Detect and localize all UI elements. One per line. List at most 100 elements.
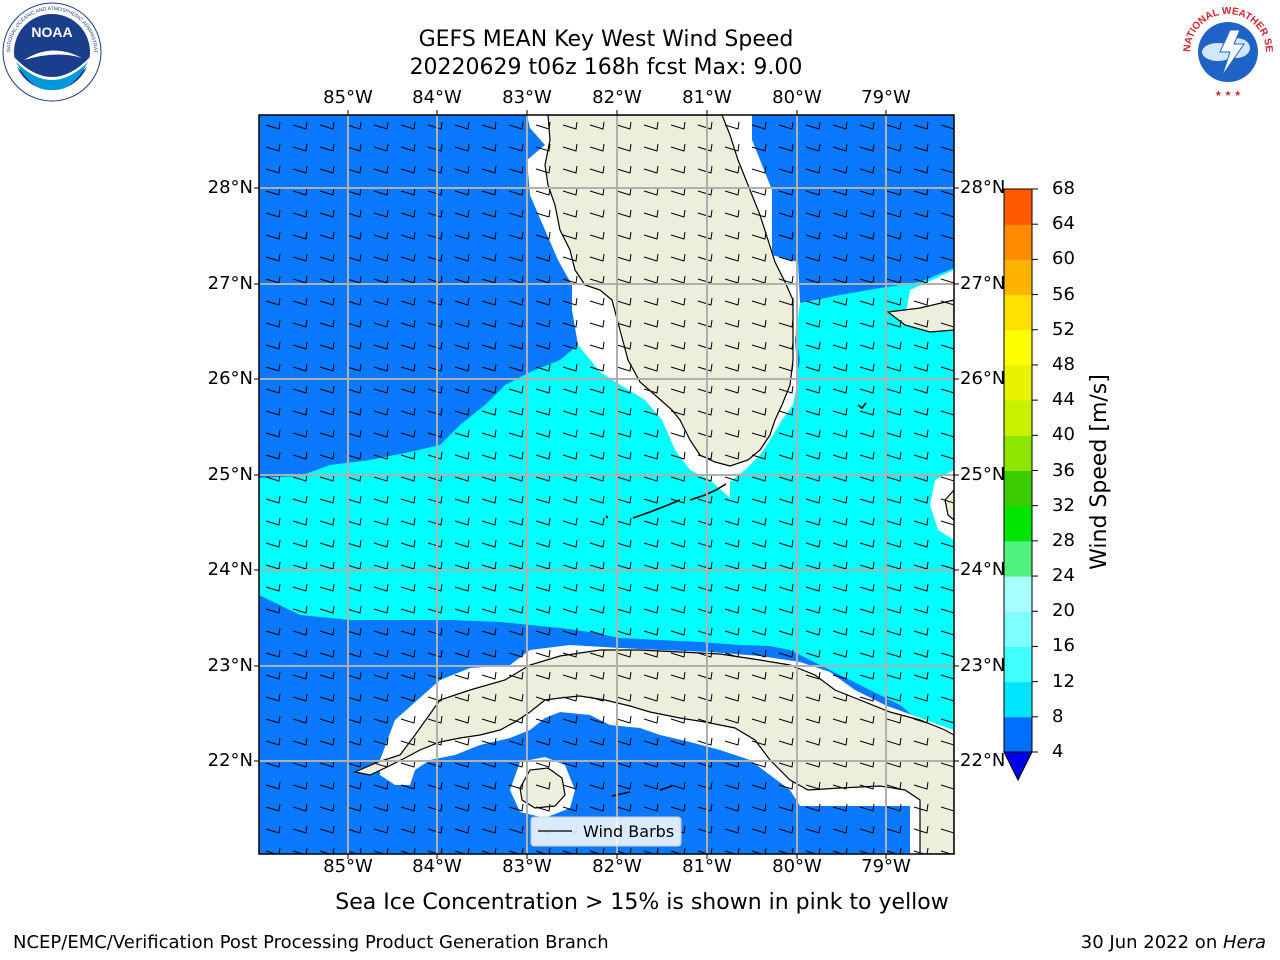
wind-barb bbox=[778, 121, 794, 130]
wind-barb bbox=[481, 517, 497, 526]
wind-barb bbox=[751, 825, 767, 834]
wind-barb bbox=[724, 627, 740, 636]
wind-barb bbox=[535, 693, 551, 702]
wind-barb bbox=[913, 187, 929, 196]
wind-barb bbox=[616, 165, 632, 174]
wind-barb bbox=[859, 385, 875, 394]
wind-barb bbox=[427, 737, 443, 746]
wind-barb bbox=[319, 649, 335, 658]
wind-barb bbox=[562, 649, 578, 658]
wind-barb bbox=[400, 825, 416, 834]
wind-barb bbox=[643, 649, 659, 658]
colorbar-label: Wind Speed [m/s] bbox=[1087, 374, 1112, 570]
footer-branch: NCEP/EMC/Verification Post Processing Pr… bbox=[13, 932, 609, 953]
lon-label: 85°W bbox=[323, 856, 373, 877]
lon-label: 84°W bbox=[412, 87, 462, 108]
wind-barb bbox=[292, 429, 308, 438]
colorbar-tick-label: 8 bbox=[1052, 705, 1064, 727]
wind-barb bbox=[724, 341, 740, 350]
wind-barb bbox=[940, 212, 954, 218]
wind-barb bbox=[535, 363, 551, 372]
wind-barb bbox=[778, 429, 794, 438]
wind-barb bbox=[292, 253, 308, 262]
wind-barb bbox=[859, 429, 875, 438]
wind-barb bbox=[589, 165, 605, 174]
wind-barb bbox=[454, 319, 470, 328]
wind-barb bbox=[859, 715, 875, 724]
wind-barb bbox=[859, 341, 875, 350]
wind-barb bbox=[373, 649, 389, 658]
wind-barb bbox=[724, 495, 740, 504]
wind-barb bbox=[670, 693, 686, 702]
wind-barb bbox=[319, 429, 335, 438]
wind-barb bbox=[697, 715, 713, 724]
wind-barb bbox=[535, 627, 551, 636]
wind-barb bbox=[616, 253, 632, 262]
wind-barb bbox=[319, 693, 335, 702]
wind-barb bbox=[319, 143, 335, 152]
lat-label: 22°N bbox=[960, 750, 1006, 771]
bahamas-island bbox=[886, 299, 954, 333]
wind-barb bbox=[940, 344, 954, 350]
wind-barb bbox=[940, 806, 954, 812]
wind-barb bbox=[373, 319, 389, 328]
wind-barb bbox=[427, 715, 443, 724]
wind-barb bbox=[670, 605, 686, 614]
wind-barb bbox=[427, 781, 443, 790]
wind-barb bbox=[643, 737, 659, 746]
wind-barb bbox=[751, 121, 767, 130]
wind-barb bbox=[427, 517, 443, 526]
wind-barb bbox=[778, 715, 794, 724]
wind-barb bbox=[643, 187, 659, 196]
wind-barb bbox=[427, 187, 443, 196]
wind-barb bbox=[400, 165, 416, 174]
wind-barb bbox=[265, 781, 281, 790]
wind-barb bbox=[778, 693, 794, 702]
wind-barb bbox=[724, 539, 740, 548]
wind-barb bbox=[589, 429, 605, 438]
wind-barb bbox=[535, 407, 551, 416]
wind-barb bbox=[373, 759, 389, 768]
wind-barb bbox=[724, 605, 740, 614]
wind-barb bbox=[724, 143, 740, 152]
wind-barb bbox=[346, 319, 362, 328]
wind-barb bbox=[589, 715, 605, 724]
wind-barb bbox=[805, 737, 821, 746]
wind-barb bbox=[562, 627, 578, 636]
wind-barb bbox=[454, 737, 470, 746]
wind-barb bbox=[751, 473, 767, 482]
wind-barb bbox=[697, 385, 713, 394]
lat-label: 23°N bbox=[207, 655, 253, 676]
wind-barb bbox=[589, 231, 605, 240]
wind-barb bbox=[805, 165, 821, 174]
wind-barb bbox=[670, 451, 686, 460]
colorbar-tick-label: 48 bbox=[1052, 353, 1075, 375]
wind-barb bbox=[292, 671, 308, 680]
lon-label: 80°W bbox=[772, 856, 822, 877]
wind-barb bbox=[481, 451, 497, 460]
wind-barb bbox=[697, 671, 713, 680]
wind-barb bbox=[562, 583, 578, 592]
wind-barb bbox=[643, 627, 659, 636]
wind-barb bbox=[373, 473, 389, 482]
wind-barb bbox=[508, 517, 524, 526]
wind-barb bbox=[508, 759, 524, 768]
wind-barb bbox=[751, 539, 767, 548]
wind-barb bbox=[481, 341, 497, 350]
wind-barb bbox=[265, 429, 281, 438]
wind-barb bbox=[805, 363, 821, 372]
wind-barb bbox=[886, 517, 902, 526]
wind-barb bbox=[616, 297, 632, 306]
wind-barb bbox=[832, 341, 848, 350]
wind-barb bbox=[427, 297, 443, 306]
wind-barb bbox=[589, 341, 605, 350]
wind-barb bbox=[859, 803, 875, 812]
wind-barb bbox=[886, 759, 902, 768]
wind-barb bbox=[454, 759, 470, 768]
wind-barb bbox=[589, 649, 605, 658]
wind-barb bbox=[670, 253, 686, 262]
wind-barb bbox=[535, 781, 551, 790]
wind-barb bbox=[778, 759, 794, 768]
wind-barb bbox=[940, 300, 954, 306]
